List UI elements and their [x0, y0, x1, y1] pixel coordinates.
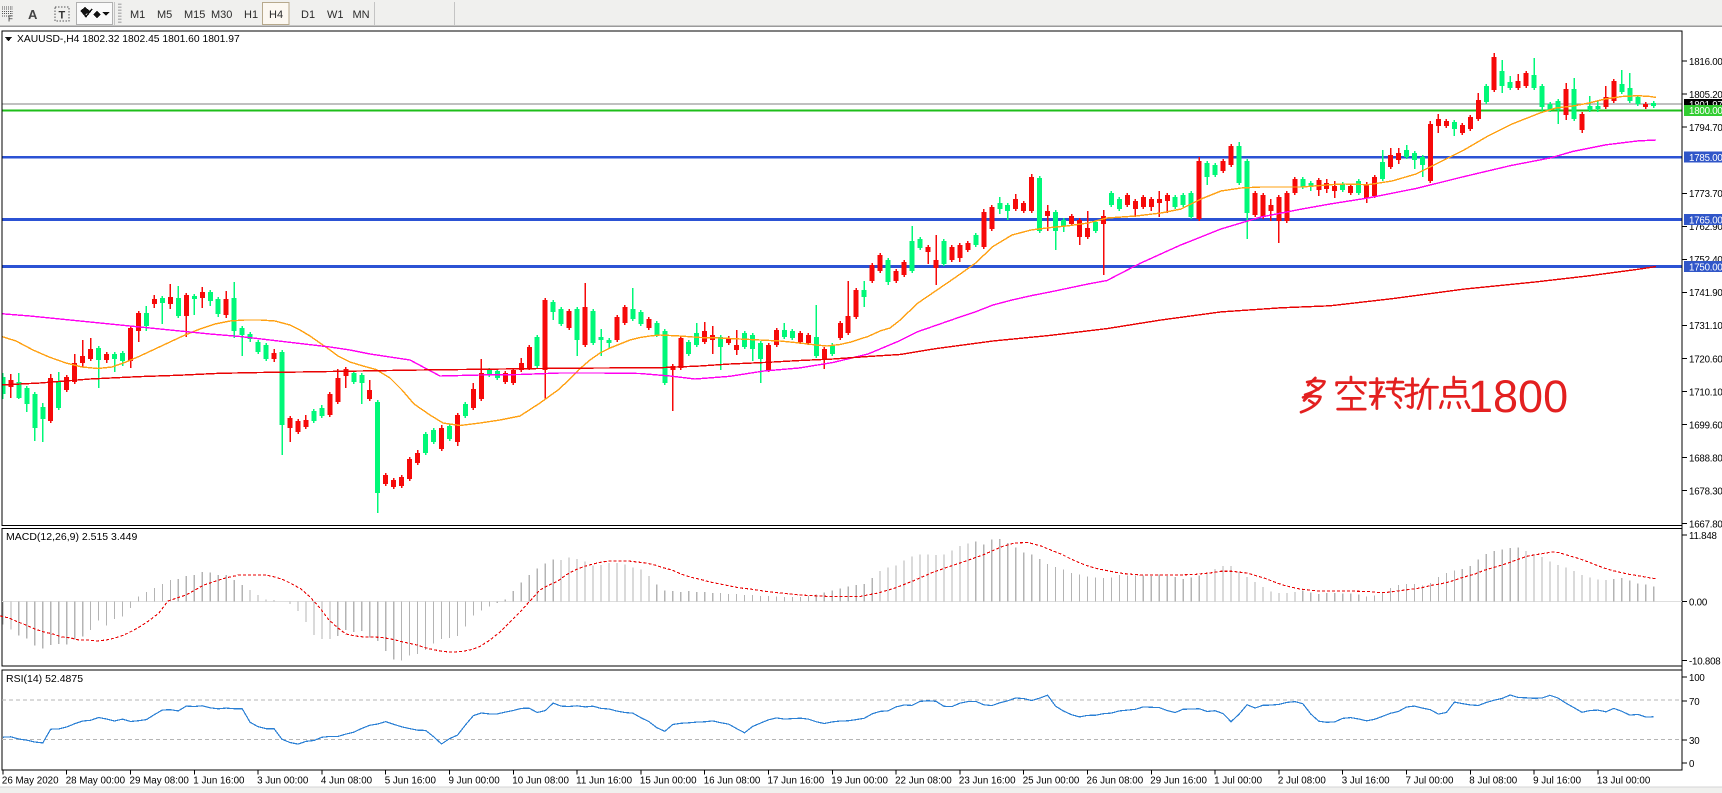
svg-text:XAUUSD-,H4 1802.32 1802.45 18: XAUUSD-,H4 1802.32 1802.45 1801.60 1801.…: [17, 34, 240, 45]
svg-text:1794.70: 1794.70: [1689, 123, 1722, 134]
svg-text:H1: H1: [244, 9, 258, 21]
svg-text:1773.70: 1773.70: [1689, 189, 1722, 200]
svg-text:3 Jul 16:00: 3 Jul 16:00: [1342, 776, 1390, 787]
svg-text:M30: M30: [211, 9, 232, 21]
svg-text:100: 100: [1689, 673, 1705, 684]
svg-text:H4: H4: [269, 9, 283, 21]
svg-text:1816.00: 1816.00: [1689, 57, 1722, 68]
svg-text:11.848: 11.848: [1689, 531, 1717, 542]
svg-text:7 Jul 00:00: 7 Jul 00:00: [1406, 776, 1454, 787]
svg-text:11 Jun 16:00: 11 Jun 16:00: [576, 776, 632, 787]
svg-text:1762.90: 1762.90: [1689, 222, 1722, 233]
svg-text:29 May 08:00: 29 May 08:00: [130, 776, 190, 787]
svg-text:9 Jul 16:00: 9 Jul 16:00: [1533, 776, 1581, 787]
svg-text:1688.80: 1688.80: [1689, 453, 1722, 464]
svg-text:8 Jul 08:00: 8 Jul 08:00: [1469, 776, 1517, 787]
svg-text:1731.10: 1731.10: [1689, 321, 1722, 332]
svg-text:1699.60: 1699.60: [1689, 420, 1722, 431]
svg-text:1750.00: 1750.00: [1689, 262, 1722, 273]
svg-text:1800.00: 1800.00: [1689, 106, 1722, 117]
svg-text:M5: M5: [157, 9, 172, 21]
svg-text:9 Jun 00:00: 9 Jun 00:00: [449, 776, 501, 787]
svg-text:1741.90: 1741.90: [1689, 288, 1722, 299]
svg-text:19 Jun 00:00: 19 Jun 00:00: [831, 776, 888, 787]
svg-text:16 Jun 08:00: 16 Jun 08:00: [704, 776, 761, 787]
svg-text:2 Jul 08:00: 2 Jul 08:00: [1278, 776, 1326, 787]
svg-text:23 Jun 16:00: 23 Jun 16:00: [959, 776, 1016, 787]
svg-text:1765.00: 1765.00: [1689, 216, 1722, 227]
svg-text:MN: MN: [353, 9, 370, 21]
svg-text:W1: W1: [327, 9, 344, 21]
svg-text:T: T: [59, 10, 66, 22]
svg-text:17 Jun 16:00: 17 Jun 16:00: [768, 776, 825, 787]
svg-text:25 Jun 00:00: 25 Jun 00:00: [1023, 776, 1080, 787]
svg-text:F: F: [8, 15, 13, 24]
svg-text:22 Jun 08:00: 22 Jun 08:00: [895, 776, 952, 787]
svg-text:-10.808: -10.808: [1689, 656, 1720, 667]
svg-text:0: 0: [1689, 759, 1695, 770]
svg-text:1710.10: 1710.10: [1689, 387, 1722, 398]
svg-text:13 Jul 00:00: 13 Jul 00:00: [1597, 776, 1651, 787]
svg-text:1720.60: 1720.60: [1689, 354, 1722, 365]
svg-text:29 Jun 16:00: 29 Jun 16:00: [1150, 776, 1207, 787]
svg-text:0.00: 0.00: [1689, 597, 1708, 608]
svg-text:70: 70: [1689, 697, 1700, 708]
svg-text:1 Jun 16:00: 1 Jun 16:00: [193, 776, 245, 787]
svg-text:26 May 2020: 26 May 2020: [2, 776, 59, 787]
svg-text:A: A: [28, 7, 38, 22]
svg-text:1752.40: 1752.40: [1689, 255, 1722, 266]
svg-text:MACD(12,26,9) 2.515 3.449: MACD(12,26,9) 2.515 3.449: [6, 531, 137, 543]
svg-text:RSI(14) 52.4875: RSI(14) 52.4875: [6, 673, 83, 685]
svg-text:1785.00: 1785.00: [1689, 153, 1722, 164]
svg-text:10 Jun 08:00: 10 Jun 08:00: [512, 776, 569, 787]
svg-text:4 Jun 08:00: 4 Jun 08:00: [321, 776, 373, 787]
svg-text:D1: D1: [301, 9, 315, 21]
svg-text:5 Jun 16:00: 5 Jun 16:00: [385, 776, 437, 787]
svg-text:15 Jun 00:00: 15 Jun 00:00: [640, 776, 697, 787]
svg-text:M15: M15: [184, 9, 205, 21]
svg-text:1 Jul 00:00: 1 Jul 00:00: [1214, 776, 1262, 787]
svg-text:1800: 1800: [1468, 371, 1568, 422]
svg-text:26 Jun 08:00: 26 Jun 08:00: [1087, 776, 1144, 787]
svg-text:1667.80: 1667.80: [1689, 519, 1722, 530]
svg-text:1678.30: 1678.30: [1689, 486, 1722, 497]
svg-text:1805.20: 1805.20: [1689, 90, 1722, 101]
svg-text:30: 30: [1689, 736, 1700, 747]
svg-text:M1: M1: [130, 9, 145, 21]
svg-text:28 May 00:00: 28 May 00:00: [66, 776, 126, 787]
svg-text:3 Jun 00:00: 3 Jun 00:00: [257, 776, 309, 787]
